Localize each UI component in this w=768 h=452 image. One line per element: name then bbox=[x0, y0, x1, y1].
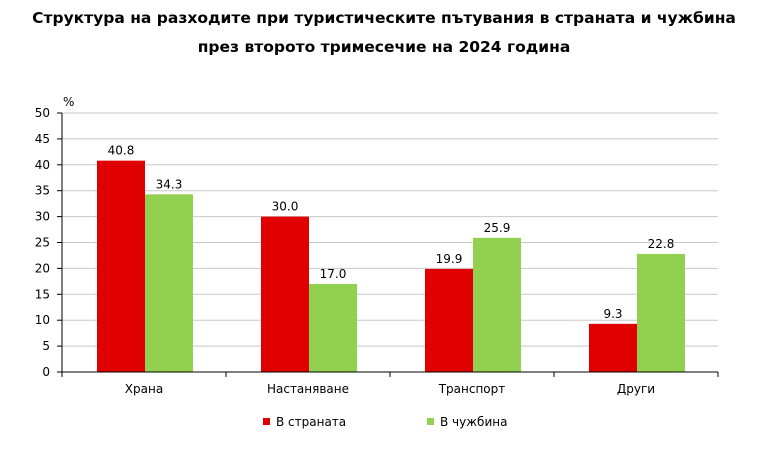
y-tick-label: 35 bbox=[35, 184, 50, 198]
bar-domestic bbox=[425, 268, 473, 372]
data-label: 34.3 bbox=[156, 177, 183, 191]
chart-title-line-2: през второто тримесечие на 2024 година bbox=[197, 38, 571, 56]
y-tick-label: 15 bbox=[35, 287, 50, 301]
bar-abroad bbox=[473, 237, 521, 372]
legend-label: В страната bbox=[276, 415, 346, 429]
bar-abroad bbox=[309, 283, 357, 372]
chart-title-line-1: Структура на разходите при туристическит… bbox=[32, 9, 736, 27]
y-tick-label: 40 bbox=[35, 158, 50, 172]
data-label: 22.8 bbox=[648, 237, 675, 251]
bar-domestic bbox=[261, 216, 309, 372]
bar-abroad bbox=[637, 253, 685, 372]
y-tick-label: 25 bbox=[35, 236, 50, 250]
x-tick-label: Транспорт bbox=[438, 382, 506, 396]
data-label: 30.0 bbox=[272, 200, 299, 214]
data-label: 19.9 bbox=[436, 252, 463, 266]
y-tick-label: 10 bbox=[35, 313, 50, 327]
data-label: 9.3 bbox=[603, 307, 622, 321]
bar-domestic bbox=[589, 323, 637, 372]
x-tick-label: Храна bbox=[125, 382, 163, 396]
legend-swatch bbox=[427, 418, 434, 425]
y-tick-label: 30 bbox=[35, 210, 50, 224]
data-label: 17.0 bbox=[320, 267, 347, 281]
bar-abroad bbox=[145, 194, 193, 372]
data-label: 40.8 bbox=[108, 144, 135, 158]
y-tick-label: 0 bbox=[42, 365, 50, 379]
y-tick-label: 50 bbox=[35, 106, 50, 120]
x-tick-label: Други bbox=[617, 382, 655, 396]
bar-domestic bbox=[97, 160, 145, 372]
y-tick-label: 20 bbox=[35, 261, 50, 275]
y-tick-label: 5 bbox=[42, 339, 50, 353]
legend-swatch bbox=[263, 418, 270, 425]
y-tick-label: 45 bbox=[35, 132, 50, 146]
x-tick-label: Настаняване bbox=[267, 382, 349, 396]
y-axis-label: % bbox=[63, 95, 74, 109]
data-label: 25.9 bbox=[484, 221, 511, 235]
legend-label: В чужбина bbox=[440, 415, 507, 429]
